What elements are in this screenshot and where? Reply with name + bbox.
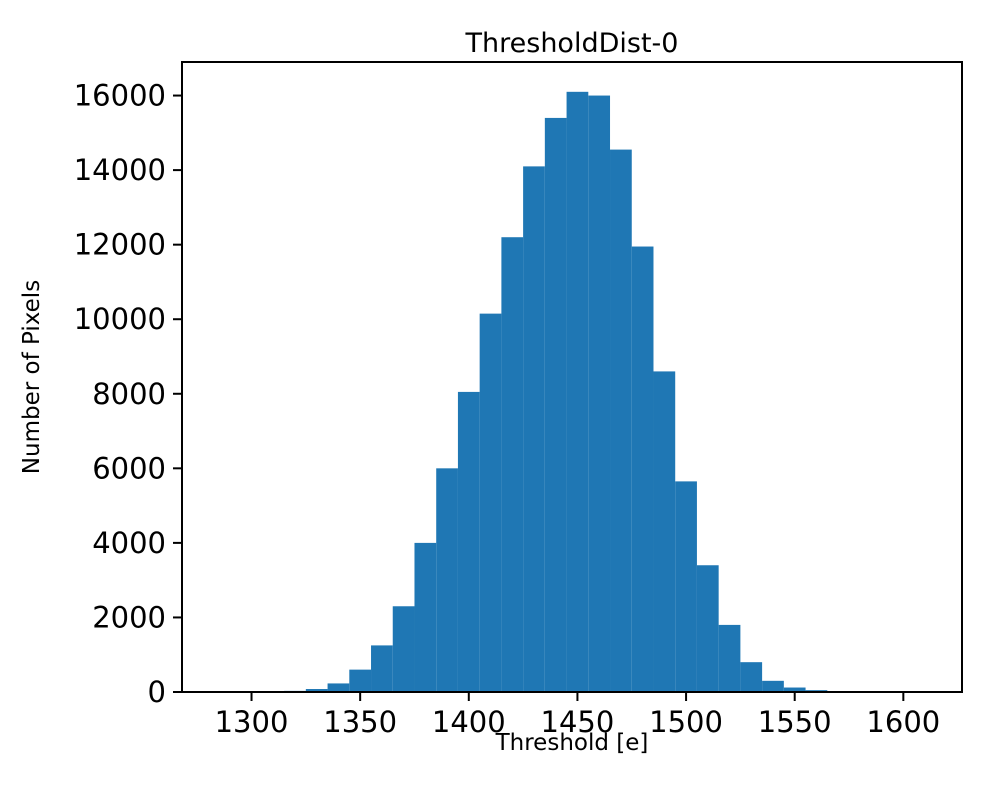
- histogram-bar: [371, 645, 393, 692]
- histogram-bar: [523, 166, 545, 692]
- y-tick-label: 16000: [74, 79, 166, 113]
- histogram-bars: [218, 91, 936, 693]
- y-tick-label: 2000: [92, 600, 166, 634]
- histogram-bar: [588, 95, 611, 693]
- histogram-bar: [762, 680, 784, 692]
- x-tick-label: 1300: [215, 705, 289, 739]
- x-tick-label: 1450: [541, 705, 615, 739]
- histogram-bar: [631, 246, 654, 692]
- histogram-bar: [653, 371, 676, 692]
- axes: [181, 61, 963, 693]
- histogram-bar: [436, 468, 458, 692]
- axes-spines: [181, 61, 963, 693]
- histogram-bar: [392, 606, 415, 692]
- chart-title: ThresholdDist-0: [465, 28, 679, 59]
- y-tick-label: 4000: [92, 526, 166, 560]
- y-tick-label: 8000: [92, 377, 166, 411]
- histogram-bar: [718, 624, 741, 692]
- histogram-bar: [740, 662, 763, 692]
- histogram-bar: [501, 237, 524, 692]
- tick-labels: 1300 1350 1400 1450 1500 1550 1600020004000600…: [74, 79, 941, 739]
- x-axis-label: Threshold [e]: [495, 730, 649, 756]
- y-tick-label: 0: [148, 675, 166, 709]
- histogram-bar: [457, 391, 480, 692]
- y-tick-label: 14000: [74, 153, 166, 187]
- x-tick-label: 1500: [649, 705, 723, 739]
- tick-marks: [173, 94, 905, 701]
- y-tick-label: 12000: [74, 228, 166, 262]
- histogram-bar: [696, 565, 719, 692]
- histogram-bar: [305, 689, 328, 692]
- histogram-bar: [610, 149, 632, 693]
- x-tick-label: 1350: [323, 705, 397, 739]
- x-tick-label: 1600: [866, 705, 940, 739]
- histogram-bar: [566, 91, 589, 692]
- histogram-bar: [544, 117, 567, 693]
- histogram-bar: [414, 542, 437, 692]
- histogram-bar: [675, 481, 697, 692]
- histogram-bar: [479, 313, 502, 692]
- histogram-bar: [783, 687, 806, 692]
- histogram-bar: [327, 683, 350, 692]
- x-tick-label: 1550: [758, 705, 832, 739]
- histogram-bar: [349, 669, 372, 692]
- y-tick-label: 10000: [74, 302, 166, 336]
- x-tick-label: 1400: [432, 705, 506, 739]
- y-tick-label: 6000: [92, 451, 166, 485]
